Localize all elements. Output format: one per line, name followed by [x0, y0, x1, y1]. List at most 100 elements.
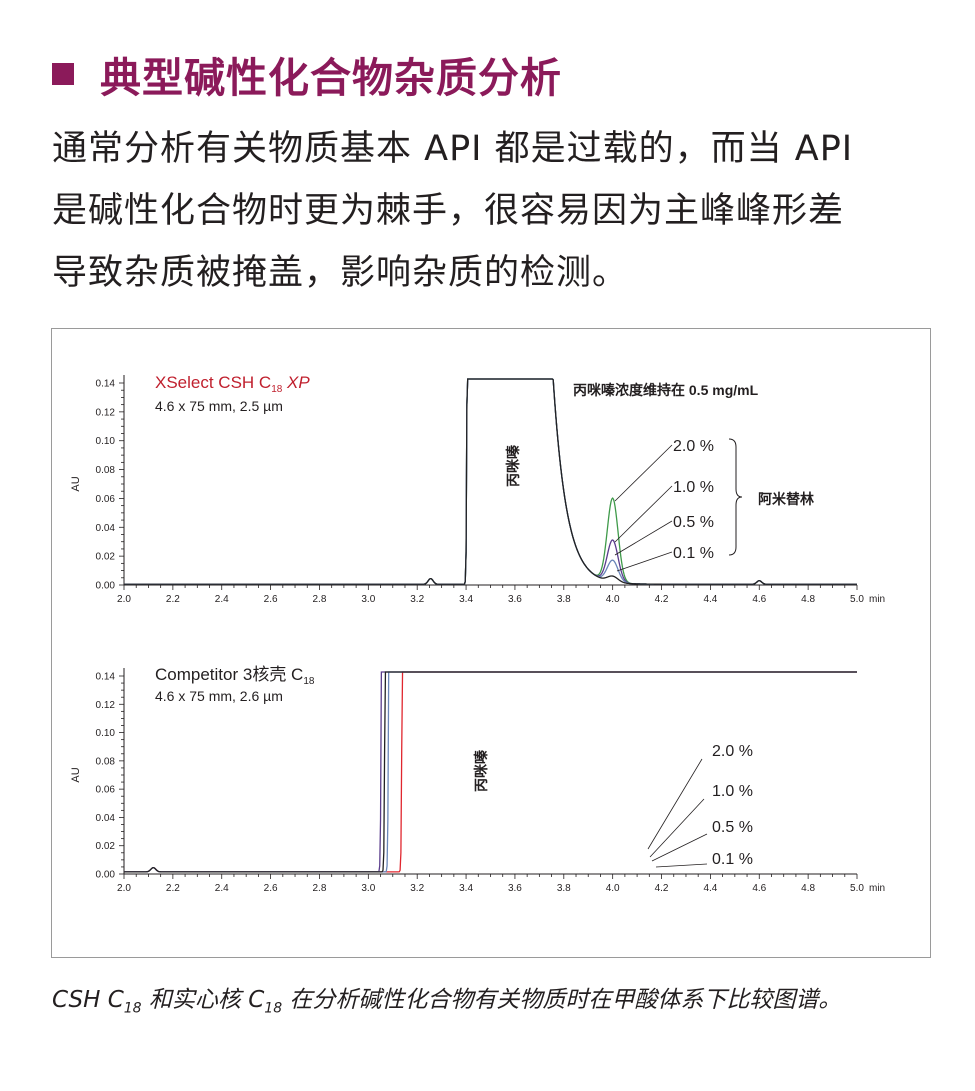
x-tick-label: 2.4	[215, 594, 229, 605]
x-tick-label: 2.6	[264, 883, 278, 894]
intro-line: 导致杂质被掩盖，影响杂质的检测。	[52, 253, 629, 293]
heading-title: 典型碱性化合物杂质分析	[100, 54, 562, 102]
chart-title-main: Competitor 3核壳 C	[155, 665, 303, 684]
level-label: 2.0 %	[712, 743, 753, 760]
trace-0.1-line	[124, 671, 857, 873]
level-leader-line	[614, 444, 673, 502]
level-leader-line	[616, 551, 673, 572]
x-tick-label: 3.6	[508, 883, 522, 894]
chart-title: Competitor 3核壳 C18	[155, 665, 315, 687]
x-tick-label: 4.0	[606, 594, 620, 605]
x-tick-label: 4.6	[752, 594, 766, 605]
x-tick-label: 4.4	[703, 594, 717, 605]
impurity-brace	[728, 438, 743, 556]
y-tick-label: 0.10	[96, 728, 116, 739]
intro-line: 是碱性化合物时更为棘手，很容易因为主峰峰形差	[52, 191, 845, 231]
x-unit-label: min	[869, 594, 885, 605]
x-tick-label: 3.8	[557, 594, 571, 605]
chromatogram-svg: 2.0 2.2 2.4 2.6 2.8 3.0 3.2 3.4 3.6 3.8 4.0 4.2 4.4 4…	[70, 373, 885, 894]
y-tick-label: 0.06	[96, 785, 116, 796]
x-tick-label: 2.2	[166, 883, 180, 894]
level-leader-line	[614, 485, 673, 543]
x-tick-label: 5.0	[850, 594, 864, 605]
x-tick-label: 3.6	[508, 594, 522, 605]
x-tick-label: 2.2	[166, 594, 180, 605]
chart-subtitle: 4.6 x 75 mm, 2.6 µm	[155, 688, 283, 704]
y-tick-label: 0.14	[96, 379, 116, 390]
y-axis-label: AU	[70, 767, 82, 782]
y-tick-label: 0.02	[96, 841, 116, 852]
concentration-annotation: 丙咪嗪浓度维持在 0.5 mg/mL	[573, 382, 759, 398]
level-leader-line	[651, 833, 708, 862]
caption-text: 和实心核 C	[141, 987, 265, 1013]
y-axis-label: AU	[70, 476, 82, 491]
x-tick-label: 2.8	[313, 883, 327, 894]
x-tick-label: 4.4	[703, 883, 717, 894]
level-label: 0.1 %	[673, 545, 714, 562]
level-label: 1.0 %	[673, 479, 714, 496]
y-tick-label: 0.00	[96, 581, 116, 592]
x-tick-label: 4.0	[606, 883, 620, 894]
x-tick-label: 4.8	[801, 883, 815, 894]
y-tick-label: 0.00	[96, 870, 116, 881]
level-leader-line	[655, 863, 708, 868]
level-leader-line	[649, 798, 705, 858]
main-peak-label: 丙咪嗪	[473, 749, 489, 792]
level-label: 0.1 %	[712, 851, 753, 868]
y-tick-label: 0.04	[96, 523, 116, 534]
chart-subtitle: 4.6 x 75 mm, 2.5 µm	[155, 398, 283, 414]
x-tick-label: 4.2	[655, 594, 669, 605]
section-heading: 典型碱性化合物杂质分析	[52, 44, 562, 104]
trace-0.1-line	[124, 378, 857, 585]
chart-panel-1: 2.0 2.2 2.4 2.6 2.8 3.0 3.2 3.4 3.6 3.8 4.0 4.2 4.4 4…	[70, 373, 885, 605]
chromatogram-figure: 2.0 2.2 2.4 2.6 2.8 3.0 3.2 3.4 3.6 3.8 4.0 4.2 4.4 4…	[51, 328, 931, 958]
x-tick-label: 3.0	[361, 594, 375, 605]
level-leader-line	[614, 520, 673, 556]
y-tick-label: 0.10	[96, 436, 116, 447]
y-tick-label: 0.06	[96, 494, 116, 505]
level-label: 2.0 %	[673, 438, 714, 455]
level-label: 1.0 %	[712, 783, 753, 800]
x-tick-label: 2.0	[117, 594, 131, 605]
caption-subscript: 18	[264, 1000, 283, 1017]
y-tick-label: 0.08	[96, 756, 116, 767]
y-tick-label: 0.02	[96, 552, 116, 563]
intro-paragraph: 通常分析有关物质基本 API 都是过载的，而当 API 是碱性化合物时更为棘手，…	[52, 118, 932, 304]
heading-square-icon	[52, 63, 74, 85]
y-tick-label: 0.12	[96, 700, 116, 711]
chart-title-main: XSelect CSH C	[155, 373, 271, 392]
chart-title-suffix: XP	[282, 373, 310, 392]
x-tick-label: 4.8	[801, 594, 815, 605]
main-peak-label: 丙咪嗪	[505, 444, 521, 487]
x-tick-label: 3.4	[459, 594, 473, 605]
x-tick-label: 5.0	[850, 883, 864, 894]
x-tick-label: 3.8	[557, 883, 571, 894]
intro-line: 通常分析有关物质基本 API 都是过载的，而当 API	[52, 129, 854, 169]
caption-subscript: 18	[123, 1000, 142, 1017]
figure-caption: CSH C18 和实心核 C18 在分析碱性化合物有关物质时在甲酸体系下比较图谱…	[52, 984, 932, 1026]
y-tick-label: 0.12	[96, 407, 116, 418]
chart-title-subscript: 18	[271, 384, 283, 395]
x-tick-label: 2.0	[117, 883, 131, 894]
level-label: 0.5 %	[712, 819, 753, 836]
y-tick-label: 0.14	[96, 672, 116, 683]
x-unit-label: min	[869, 883, 885, 894]
x-tick-label: 3.4	[459, 883, 473, 894]
chart-panel-2: 2.0 2.2 2.4 2.6 2.8 3.0 3.2 3.4 3.6 3.8 4.0 4.2 4.4 4…	[70, 665, 885, 894]
x-tick-label: 2.8	[313, 594, 327, 605]
caption-text: 在分析碱性化合物有关物质时在甲酸体系下比较图谱。	[282, 987, 842, 1013]
x-tick-label: 3.0	[361, 883, 375, 894]
x-tick-label: 4.6	[752, 883, 766, 894]
caption-text: CSH C	[52, 987, 124, 1013]
chart-title-subscript: 18	[303, 676, 315, 687]
x-tick-label: 4.2	[655, 883, 669, 894]
level-label: 0.5 %	[673, 514, 714, 531]
chart-title: XSelect CSH C18 XP	[155, 373, 310, 395]
impurity-label: 阿米替林	[758, 491, 814, 507]
x-tick-label: 3.2	[410, 883, 424, 894]
level-leader-line	[647, 758, 703, 850]
x-tick-label: 3.2	[410, 594, 424, 605]
x-tick-label: 2.6	[264, 594, 278, 605]
y-tick-label: 0.04	[96, 813, 116, 824]
y-tick-label: 0.08	[96, 465, 116, 476]
